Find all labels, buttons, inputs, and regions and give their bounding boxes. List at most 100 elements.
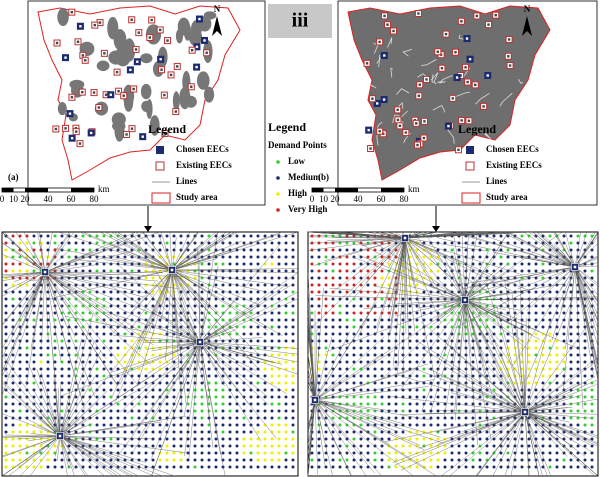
legend-item: Lines: [486, 176, 508, 186]
boundary-line: [390, 67, 394, 78]
marker-core: [464, 66, 467, 69]
marker-core: [465, 37, 469, 40]
scale-segment: [71, 188, 94, 192]
marker-core: [198, 17, 201, 21]
legends: Legend Demand Points Low Medium High Very Hig…: [268, 120, 327, 214]
marker-core: [474, 83, 477, 87]
marker-core: [92, 91, 96, 94]
marker-core: [203, 39, 206, 42]
scale-label: 20: [331, 194, 341, 204]
marker-core: [403, 236, 407, 240]
zone-patch: [111, 112, 126, 127]
marker-core: [136, 60, 139, 63]
north-label: N: [524, 4, 531, 14]
marker-core: [64, 56, 67, 59]
marker-core: [486, 74, 489, 77]
marker-core: [159, 58, 162, 61]
marker-core: [398, 124, 402, 128]
marker-core: [148, 36, 152, 39]
marker-core: [416, 143, 419, 147]
marker-core: [523, 410, 527, 414]
marker-core: [454, 51, 457, 54]
boundary-line: [455, 91, 470, 97]
allocation-lines: [315, 231, 599, 446]
marker-core: [396, 118, 400, 122]
marker-core: [75, 130, 78, 133]
marker-core: [422, 136, 426, 140]
legend-item: Study area: [176, 192, 218, 202]
marker-core: [55, 41, 59, 45]
marker-core: [365, 62, 369, 65]
zone-patch: [203, 86, 215, 103]
legend-item: Medium: [288, 172, 321, 182]
legend-title: Legend: [458, 122, 496, 136]
marker-core: [70, 96, 74, 99]
marker-core: [417, 94, 421, 97]
marker-core: [150, 18, 153, 22]
boundary-line: [387, 37, 393, 48]
arrow-head: [432, 226, 440, 232]
legend-item: Existing EECs: [486, 160, 542, 170]
scale-label: 40: [354, 194, 364, 204]
allocation-lines: [1, 311, 191, 477]
legend-dot: [276, 160, 280, 164]
zone-patch: [96, 60, 110, 72]
marker-core: [383, 54, 386, 57]
legend-item: Study area: [486, 192, 528, 202]
marker-core: [404, 131, 408, 134]
marker-core: [134, 48, 138, 51]
marker-core: [383, 14, 386, 18]
zone-patch: [149, 115, 160, 136]
scale-unit: km: [408, 184, 420, 194]
marker-core: [423, 120, 426, 123]
marker-core: [508, 64, 512, 67]
legend-existing: [465, 161, 475, 171]
marker-core: [130, 18, 133, 21]
boundary-line: [417, 73, 428, 78]
zone-patch: [188, 28, 203, 47]
marker-core: [487, 23, 490, 26]
marker-core: [89, 131, 93, 135]
legend-chosen: [156, 146, 164, 154]
marker-core: [440, 67, 444, 70]
marker-core: [97, 106, 101, 109]
boundary-line: [370, 84, 377, 89]
result-a: [1, 231, 299, 477]
marker-core: [129, 68, 132, 72]
legend-dot: [276, 176, 280, 180]
boundary-line: [430, 72, 439, 83]
marker-core: [460, 119, 463, 122]
scale-segment: [381, 188, 404, 192]
marker-core: [58, 434, 62, 438]
legend-item: Lines: [176, 176, 198, 186]
panel-label: iii: [292, 10, 309, 32]
map-label: (a): [8, 172, 19, 182]
marker-core: [444, 32, 448, 36]
marker-core: [81, 54, 85, 57]
boundary-line: [376, 121, 383, 130]
legend-item: Low: [288, 156, 306, 166]
scale-label: 20: [21, 194, 31, 204]
marker-core: [169, 73, 173, 77]
marker-core: [141, 135, 144, 138]
boundary-line: [432, 104, 446, 113]
legend-item: High: [288, 188, 307, 198]
marker-core: [507, 38, 511, 41]
marker-core: [475, 14, 479, 18]
legend-existing: [155, 161, 165, 171]
marker-core: [573, 265, 577, 269]
marker-core: [166, 39, 169, 42]
marker-core: [417, 12, 420, 15]
boundary-line: [421, 59, 437, 67]
marker-core: [376, 102, 379, 105]
marker-core: [382, 98, 386, 101]
marker-core: [455, 76, 459, 79]
allocation-lines: [61, 231, 299, 477]
allocation-lines: [1, 231, 188, 410]
zone-patch: [196, 71, 210, 90]
legend-title: Legend: [268, 120, 306, 134]
zone-patch: [108, 50, 124, 65]
marker-core: [132, 87, 135, 91]
boundary-line: [446, 128, 455, 144]
zone-patch: [140, 83, 152, 100]
